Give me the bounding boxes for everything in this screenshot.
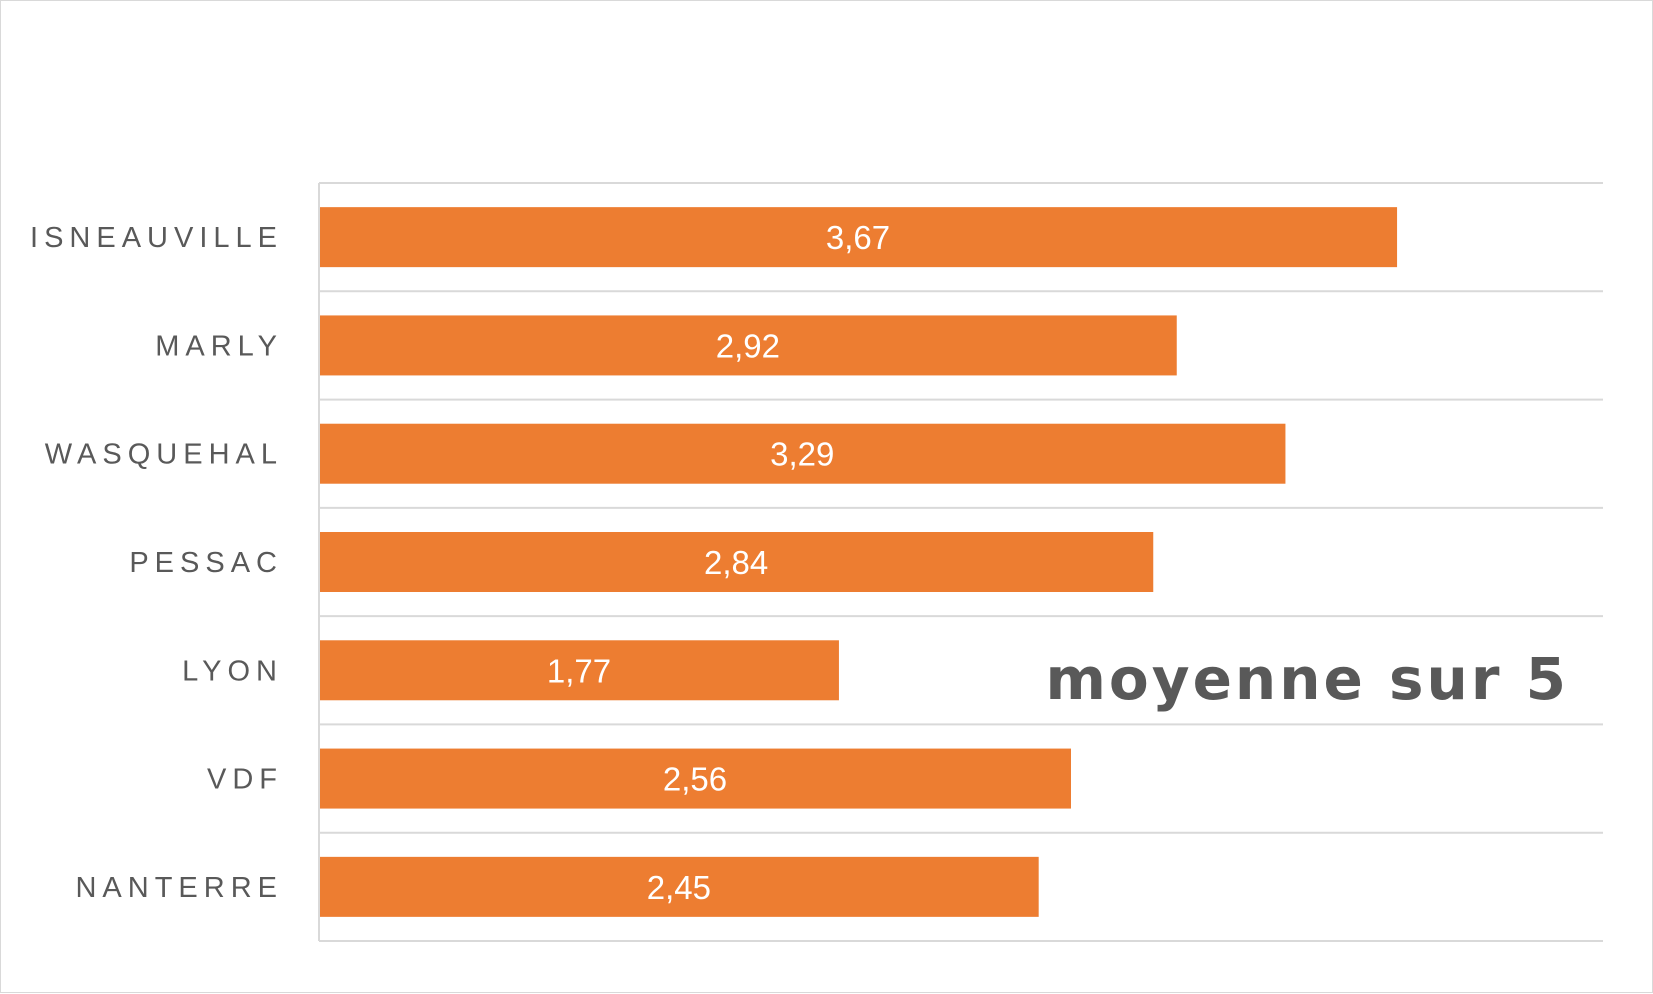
bars [320, 207, 1398, 917]
data-label-wasquehal: 3,29 [770, 436, 834, 473]
data-labels: 3,67 2,92 3,29 2,84 1,77 2,56 2,45 [547, 219, 890, 906]
category-label-pessac: PESSAC [129, 547, 283, 579]
bar-isneauville [320, 207, 1398, 268]
chart-title: moyenne sur 5 [1045, 645, 1569, 713]
data-label-isneauville: 3,67 [826, 219, 890, 256]
category-label-vdf: VDF [207, 764, 283, 796]
bar-nanterre [320, 856, 1039, 917]
data-label-lyon: 1,77 [547, 652, 611, 689]
data-label-pessac: 2,84 [704, 544, 768, 581]
data-label-vdf: 2,56 [663, 761, 727, 798]
data-label-marly: 2,92 [716, 327, 780, 364]
bar-vdf [320, 748, 1071, 809]
category-label-wasquehal: WASQUEHAL [45, 439, 283, 471]
category-label-nanterre: NANTERRE [75, 872, 283, 904]
data-label-nanterre: 2,45 [647, 869, 711, 906]
category-label-marly: MARLY [155, 330, 283, 362]
category-label-isneauville: ISNEAUVILLE [30, 222, 283, 254]
bar-wasquehal [320, 423, 1286, 484]
gridlines [318, 182, 1603, 942]
bar-marly [320, 315, 1177, 376]
category-label-lyon: LYON [182, 655, 283, 687]
category-labels: ISNEAUVILLE MARLY WASQUEHAL PESSAC LYON VDF NA… [30, 222, 283, 904]
bar-lyon [320, 640, 839, 701]
bar-pessac [320, 532, 1154, 592]
